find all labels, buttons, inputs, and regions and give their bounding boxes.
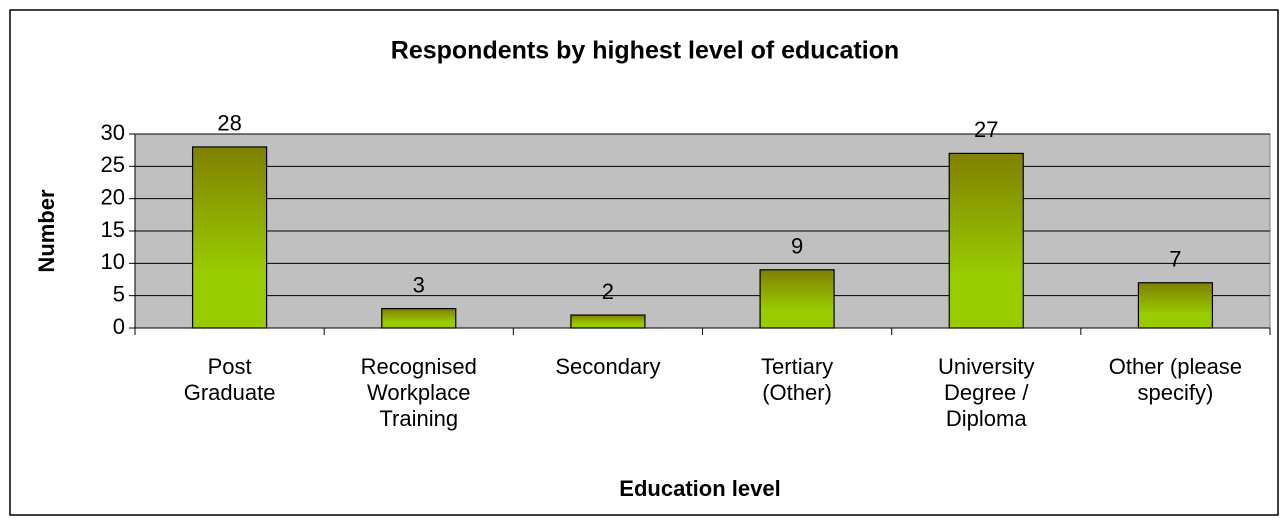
x-tick-label: Recognised Workplace Training (360, 354, 477, 431)
x-tick-label: Secondary (555, 354, 661, 379)
y-tick-label: 5 (113, 281, 125, 306)
value-label: 2 (602, 279, 614, 304)
x-tick-label: Other (please specify) (1108, 354, 1243, 405)
y-tick-label: 20 (101, 184, 125, 209)
y-tick-label: 10 (101, 249, 125, 274)
bar (1137, 282, 1214, 329)
y-tick-label: 15 (101, 217, 125, 242)
y-tick-label: 30 (101, 120, 125, 145)
value-label: 9 (791, 234, 803, 259)
value-label: 28 (217, 111, 241, 136)
x-tick-label: Tertiary (Other) (761, 354, 834, 405)
value-label: 3 (413, 272, 425, 297)
x-tick-label: University Degree / Diploma (937, 354, 1035, 431)
y-tick-label: 25 (101, 152, 125, 177)
chart-title: Respondents by highest level of educatio… (391, 37, 899, 65)
bar (948, 152, 1024, 329)
y-axis-title: Number (34, 189, 59, 273)
bar (759, 269, 835, 329)
bar (191, 146, 268, 329)
bar (570, 314, 646, 329)
bar (381, 308, 457, 329)
value-label: 7 (1169, 247, 1181, 272)
x-axis-title: Education level (619, 476, 780, 501)
y-tick-label: 0 (113, 314, 125, 339)
x-tick-label: Post Graduate (183, 354, 276, 405)
value-label: 27 (974, 117, 998, 142)
